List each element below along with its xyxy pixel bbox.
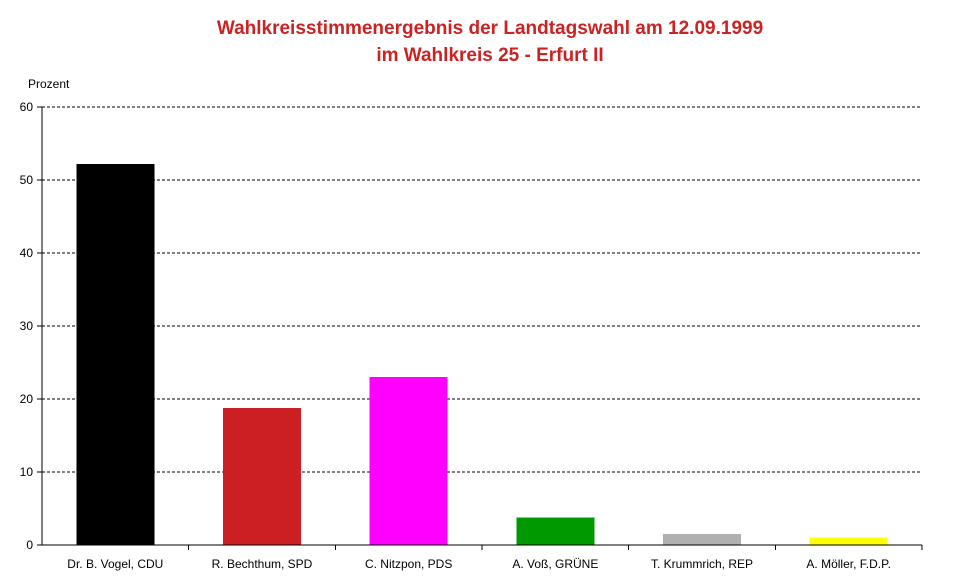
bar: [76, 163, 155, 545]
bar: [809, 537, 888, 545]
bars: [76, 163, 888, 545]
y-tick-label: 0: [26, 538, 33, 552]
y-tick-label: 30: [20, 319, 34, 333]
x-tick-label: T. Krummrich, REP: [651, 557, 753, 571]
x-tick-label: C. Nitzpon, PDS: [365, 557, 452, 571]
bar: [663, 534, 741, 545]
y-tick-label: 10: [20, 465, 34, 479]
chart-title: Wahlkreisstimmenergebnis der Landtagswah…: [216, 18, 764, 39]
chart-subtitle: im Wahlkreis 25 - Erfurt II: [376, 45, 604, 66]
bar: [223, 407, 301, 545]
y-ticks: 0 10 20 30 40 50 60: [20, 100, 42, 552]
x-tick-label: Dr. B. Vogel, CDU: [67, 557, 163, 571]
y-axis-label: Prozent: [28, 77, 70, 91]
x-tick-label: A. Möller, F.D.P.: [806, 557, 890, 571]
y-tick-label: 60: [20, 100, 34, 114]
x-tick-label: R. Bechthum, SPD: [212, 557, 313, 571]
bar: [516, 517, 595, 545]
gridlines: [42, 106, 922, 473]
y-tick-label: 20: [20, 392, 34, 406]
y-tick-label: 40: [20, 246, 34, 260]
x-tick-label: A. Voß, GRÜNE: [512, 557, 598, 571]
y-tick-label: 50: [20, 173, 34, 187]
x-ticks: Dr. B. Vogel, CDU R. Bechthum, SPD C. Nitz…: [67, 545, 923, 571]
bar: [369, 377, 448, 545]
